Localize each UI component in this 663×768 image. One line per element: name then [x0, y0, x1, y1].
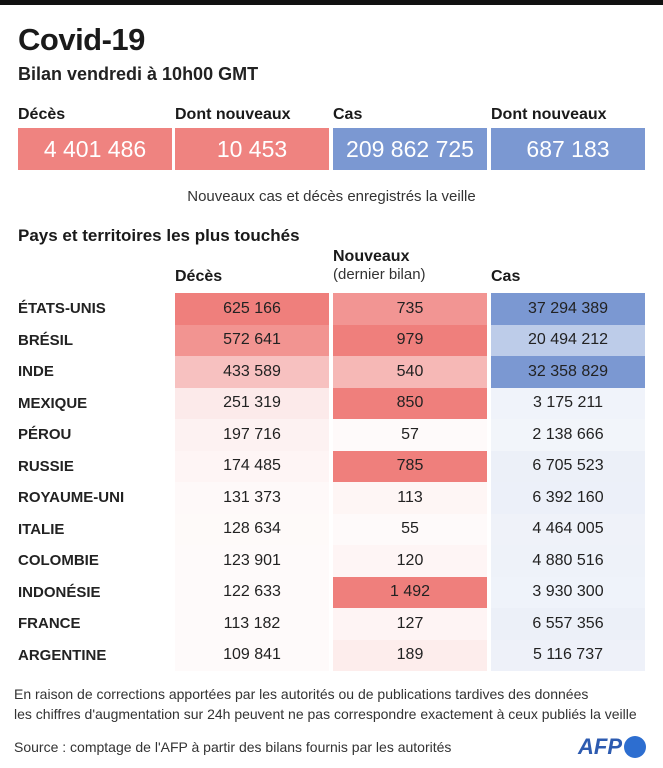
new-cell: 540: [333, 356, 487, 388]
column-header-deaths: Décès: [175, 268, 223, 285]
cases-cell: 2 138 666: [491, 419, 645, 451]
source-text: Source : comptage de l'AFP à partir des …: [14, 739, 452, 755]
new-cell: 189: [333, 639, 487, 671]
new-cell: 55: [333, 513, 487, 545]
column-header-new-sub: (dernier bilan): [333, 266, 426, 283]
kpi-note: Nouveaux cas et décès enregistrés la vei…: [187, 188, 476, 205]
deaths-cell: 174 485: [175, 450, 329, 482]
section-title: Pays et territoires les plus touchés: [18, 226, 300, 245]
kpi-label-new-cases: Dont nouveaux: [491, 106, 607, 123]
column-header-new-label: Nouveaux: [333, 248, 410, 265]
cases-cell: 4 880 516: [491, 545, 645, 577]
deaths-cell: 113 182: [175, 608, 329, 640]
country-name: ARGENTINE: [18, 646, 107, 664]
country-name: BRÉSIL: [18, 331, 74, 349]
table-row: INDONÉSIE 122 633 1 492 3 930 300: [0, 576, 663, 608]
country-name: FRANCE: [18, 615, 81, 632]
country-name: COLOMBIE: [18, 552, 99, 569]
kpi-value-deaths: 4 401 486: [18, 128, 172, 170]
country-name: INDE: [18, 363, 54, 380]
cases-cell: 3 175 211: [491, 387, 645, 419]
country-name: PÉROU: [18, 426, 72, 443]
kpi-value-cases: 209 862 725: [333, 128, 487, 170]
country-name: RUSSIE: [18, 457, 74, 475]
table-row: ITALIE 128 634 55 4 464 005: [0, 513, 663, 545]
afp-logo: AFP: [578, 734, 646, 760]
kpi-label-cases: Cas: [333, 106, 363, 123]
deaths-cell: 122 633: [175, 576, 329, 608]
table-row: INDE 433 589 540 32 358 829: [0, 356, 663, 388]
deaths-cell: 625 166: [175, 293, 329, 325]
cases-cell: 3 930 300: [491, 576, 645, 608]
new-cell: 979: [333, 324, 487, 356]
kpi-label-deaths: Décès: [18, 106, 66, 123]
table-row: BRÉSIL 572 641 979 20 494 212: [0, 324, 663, 356]
table-row: ROYAUME-UNI 131 373 113 6 392 160: [0, 482, 663, 514]
afp-logo-dot-icon: [624, 736, 646, 758]
kpi-label-new-deaths: Dont nouveaux: [175, 106, 291, 123]
table-row: FRANCE 113 182 127 6 557 356: [0, 608, 663, 640]
cases-cell: 5 116 737: [491, 639, 645, 671]
new-cell: 120: [333, 545, 487, 577]
new-cell: 1 492: [333, 576, 487, 608]
column-header-new: Nouveaux (dernier bilan): [333, 248, 426, 283]
kpi-value-new-deaths: 10 453: [175, 128, 329, 170]
cases-cell: 6 705 523: [491, 450, 645, 482]
deaths-cell: 131 373: [175, 482, 329, 514]
deaths-cell: 128 634: [175, 513, 329, 545]
country-name: ITALIE: [18, 520, 65, 538]
table-row: COLOMBIE 123 901 120 4 880 516: [0, 545, 663, 577]
cases-cell: 6 392 160: [491, 482, 645, 514]
footnote-line-1: En raison de corrections apportées par l…: [14, 686, 589, 702]
table-row: PÉROU 197 716 57 2 138 666: [0, 419, 663, 451]
top-bar: [0, 0, 663, 5]
new-cell: 735: [333, 293, 487, 325]
cases-cell: 6 557 356: [491, 608, 645, 640]
deaths-cell: 123 901: [175, 545, 329, 577]
country-name: MEXIQUE: [18, 394, 88, 412]
new-cell: 850: [333, 387, 487, 419]
cases-cell: 37 294 389: [491, 293, 645, 325]
new-cell: 57: [333, 419, 487, 451]
table-row: ÉTATS-UNIS 625 166 735 37 294 389: [0, 293, 663, 325]
table-row: RUSSIE 174 485 785 6 705 523: [0, 450, 663, 482]
kpi-value-new-cases: 687 183: [491, 128, 645, 170]
deaths-cell: 433 589: [175, 356, 329, 388]
cases-cell: 20 494 212: [491, 324, 645, 356]
country-name: ROYAUME-UNI: [18, 489, 125, 506]
page-title: Covid-19: [18, 22, 145, 57]
subtitle: Bilan vendredi à 10h00 GMT: [18, 64, 259, 84]
deaths-cell: 197 716: [175, 419, 329, 451]
table-row: ARGENTINE 109 841 189 5 116 737: [0, 639, 663, 671]
new-cell: 113: [333, 482, 487, 514]
deaths-cell: 251 319: [175, 387, 329, 419]
footnote-line-2: les chiffres d'augmentation sur 24h peuv…: [14, 706, 637, 722]
column-header-cases: Cas: [491, 268, 521, 285]
deaths-cell: 109 841: [175, 639, 329, 671]
new-cell: 785: [333, 450, 487, 482]
country-name: ÉTATS-UNIS: [18, 300, 106, 317]
country-name: INDONÉSIE: [18, 583, 101, 601]
cases-cell: 4 464 005: [491, 513, 645, 545]
table-row: MEXIQUE 251 319 850 3 175 211: [0, 387, 663, 419]
deaths-cell: 572 641: [175, 324, 329, 356]
new-cell: 127: [333, 608, 487, 640]
cases-cell: 32 358 829: [491, 356, 645, 388]
afp-logo-text: AFP: [578, 734, 622, 759]
